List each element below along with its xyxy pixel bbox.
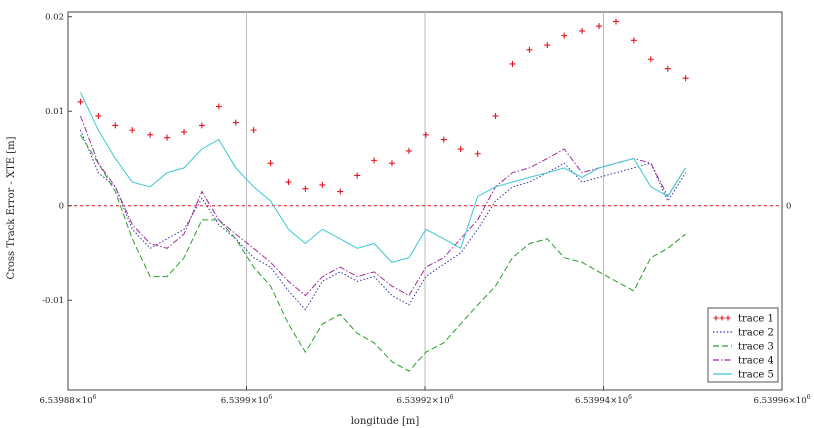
trace1-point-14	[319, 181, 326, 188]
legend-label-4: trace 4	[738, 356, 774, 367]
legend-item-1: trace 1	[713, 314, 774, 325]
x-tick-label-2: 6.53992×106	[397, 394, 454, 406]
trace1-point-33	[647, 56, 654, 63]
x-tick-label-0: 6.53988×106	[40, 394, 97, 406]
trace1-point-9	[232, 119, 239, 126]
trace1-point-6	[181, 129, 188, 136]
trace1-point-22	[457, 146, 464, 153]
y-axis-label: Cross Track Error - XTE [m]	[6, 136, 17, 279]
series-3-line	[80, 134, 686, 372]
zero-line-label: 0	[786, 202, 791, 212]
trace1-point-18	[388, 160, 395, 167]
y-tick-label-2: 0	[59, 202, 64, 212]
series-4	[80, 115, 687, 297]
trace1-point-19	[405, 147, 412, 154]
legend-item-3: trace 3	[713, 342, 774, 353]
trace1-point-21	[440, 136, 447, 143]
trace1-point-31	[612, 18, 619, 25]
trace1-point-3	[129, 127, 136, 134]
legend-box	[707, 307, 779, 383]
series-3	[80, 134, 686, 372]
y-tick-label-3: -0.01	[42, 296, 64, 306]
legend-label-2: trace 2	[738, 328, 774, 339]
trace1-point-4	[147, 131, 154, 138]
x-tick-label-3: 6.53994×106	[575, 394, 632, 406]
legend-label-1: trace 1	[738, 314, 774, 325]
series-1	[77, 18, 689, 195]
trace1-point-16	[354, 172, 361, 179]
trace1-point-30	[596, 23, 603, 30]
trace1-point-23	[474, 150, 481, 157]
legend-item-2: trace 2	[713, 328, 774, 339]
trace1-point-17	[371, 157, 378, 164]
x-tick-label-4: 6.53996×106	[754, 394, 811, 406]
trace1-point-34	[664, 65, 671, 72]
y-tick-label-0: 0.02	[45, 13, 64, 23]
trace1-point-2	[112, 122, 119, 129]
series-2	[80, 129, 687, 311]
legend-label-3: trace 3	[738, 342, 774, 353]
series-2-line	[80, 129, 687, 311]
legend-item-5: trace 5	[713, 370, 774, 381]
trace1-point-15	[337, 188, 344, 195]
legend-label-5: trace 5	[738, 370, 774, 381]
trace1-point-27	[544, 42, 551, 49]
series-5-line	[80, 92, 687, 263]
trace1-point-11	[267, 160, 274, 167]
trace1-point-20	[422, 131, 429, 138]
trace1-point-5	[164, 134, 171, 141]
trace1-point-1	[95, 112, 102, 119]
trace1-point-25	[509, 60, 516, 67]
x-tick-label-1: 6.5399×106	[221, 394, 273, 406]
trace1-point-12	[285, 179, 292, 186]
series-4-line	[80, 115, 687, 297]
legend-item-4: trace 4	[713, 356, 774, 367]
trace1-point-35	[682, 75, 689, 82]
x-axis-label: longitude [m]	[351, 416, 420, 427]
series-5	[80, 92, 687, 263]
trace1-point-0	[77, 98, 84, 105]
trace1-point-13	[302, 185, 309, 192]
trace1-point-28	[561, 32, 568, 39]
trace1-point-24	[492, 112, 499, 119]
y-tick-label-1: 0.01	[45, 107, 64, 117]
trace1-point-32	[630, 37, 637, 44]
trace1-point-8	[215, 103, 222, 110]
trace1-point-26	[526, 46, 533, 53]
trace1-point-10	[250, 127, 257, 134]
trace1-point-7	[198, 122, 205, 129]
trace1-point-29	[579, 27, 586, 34]
